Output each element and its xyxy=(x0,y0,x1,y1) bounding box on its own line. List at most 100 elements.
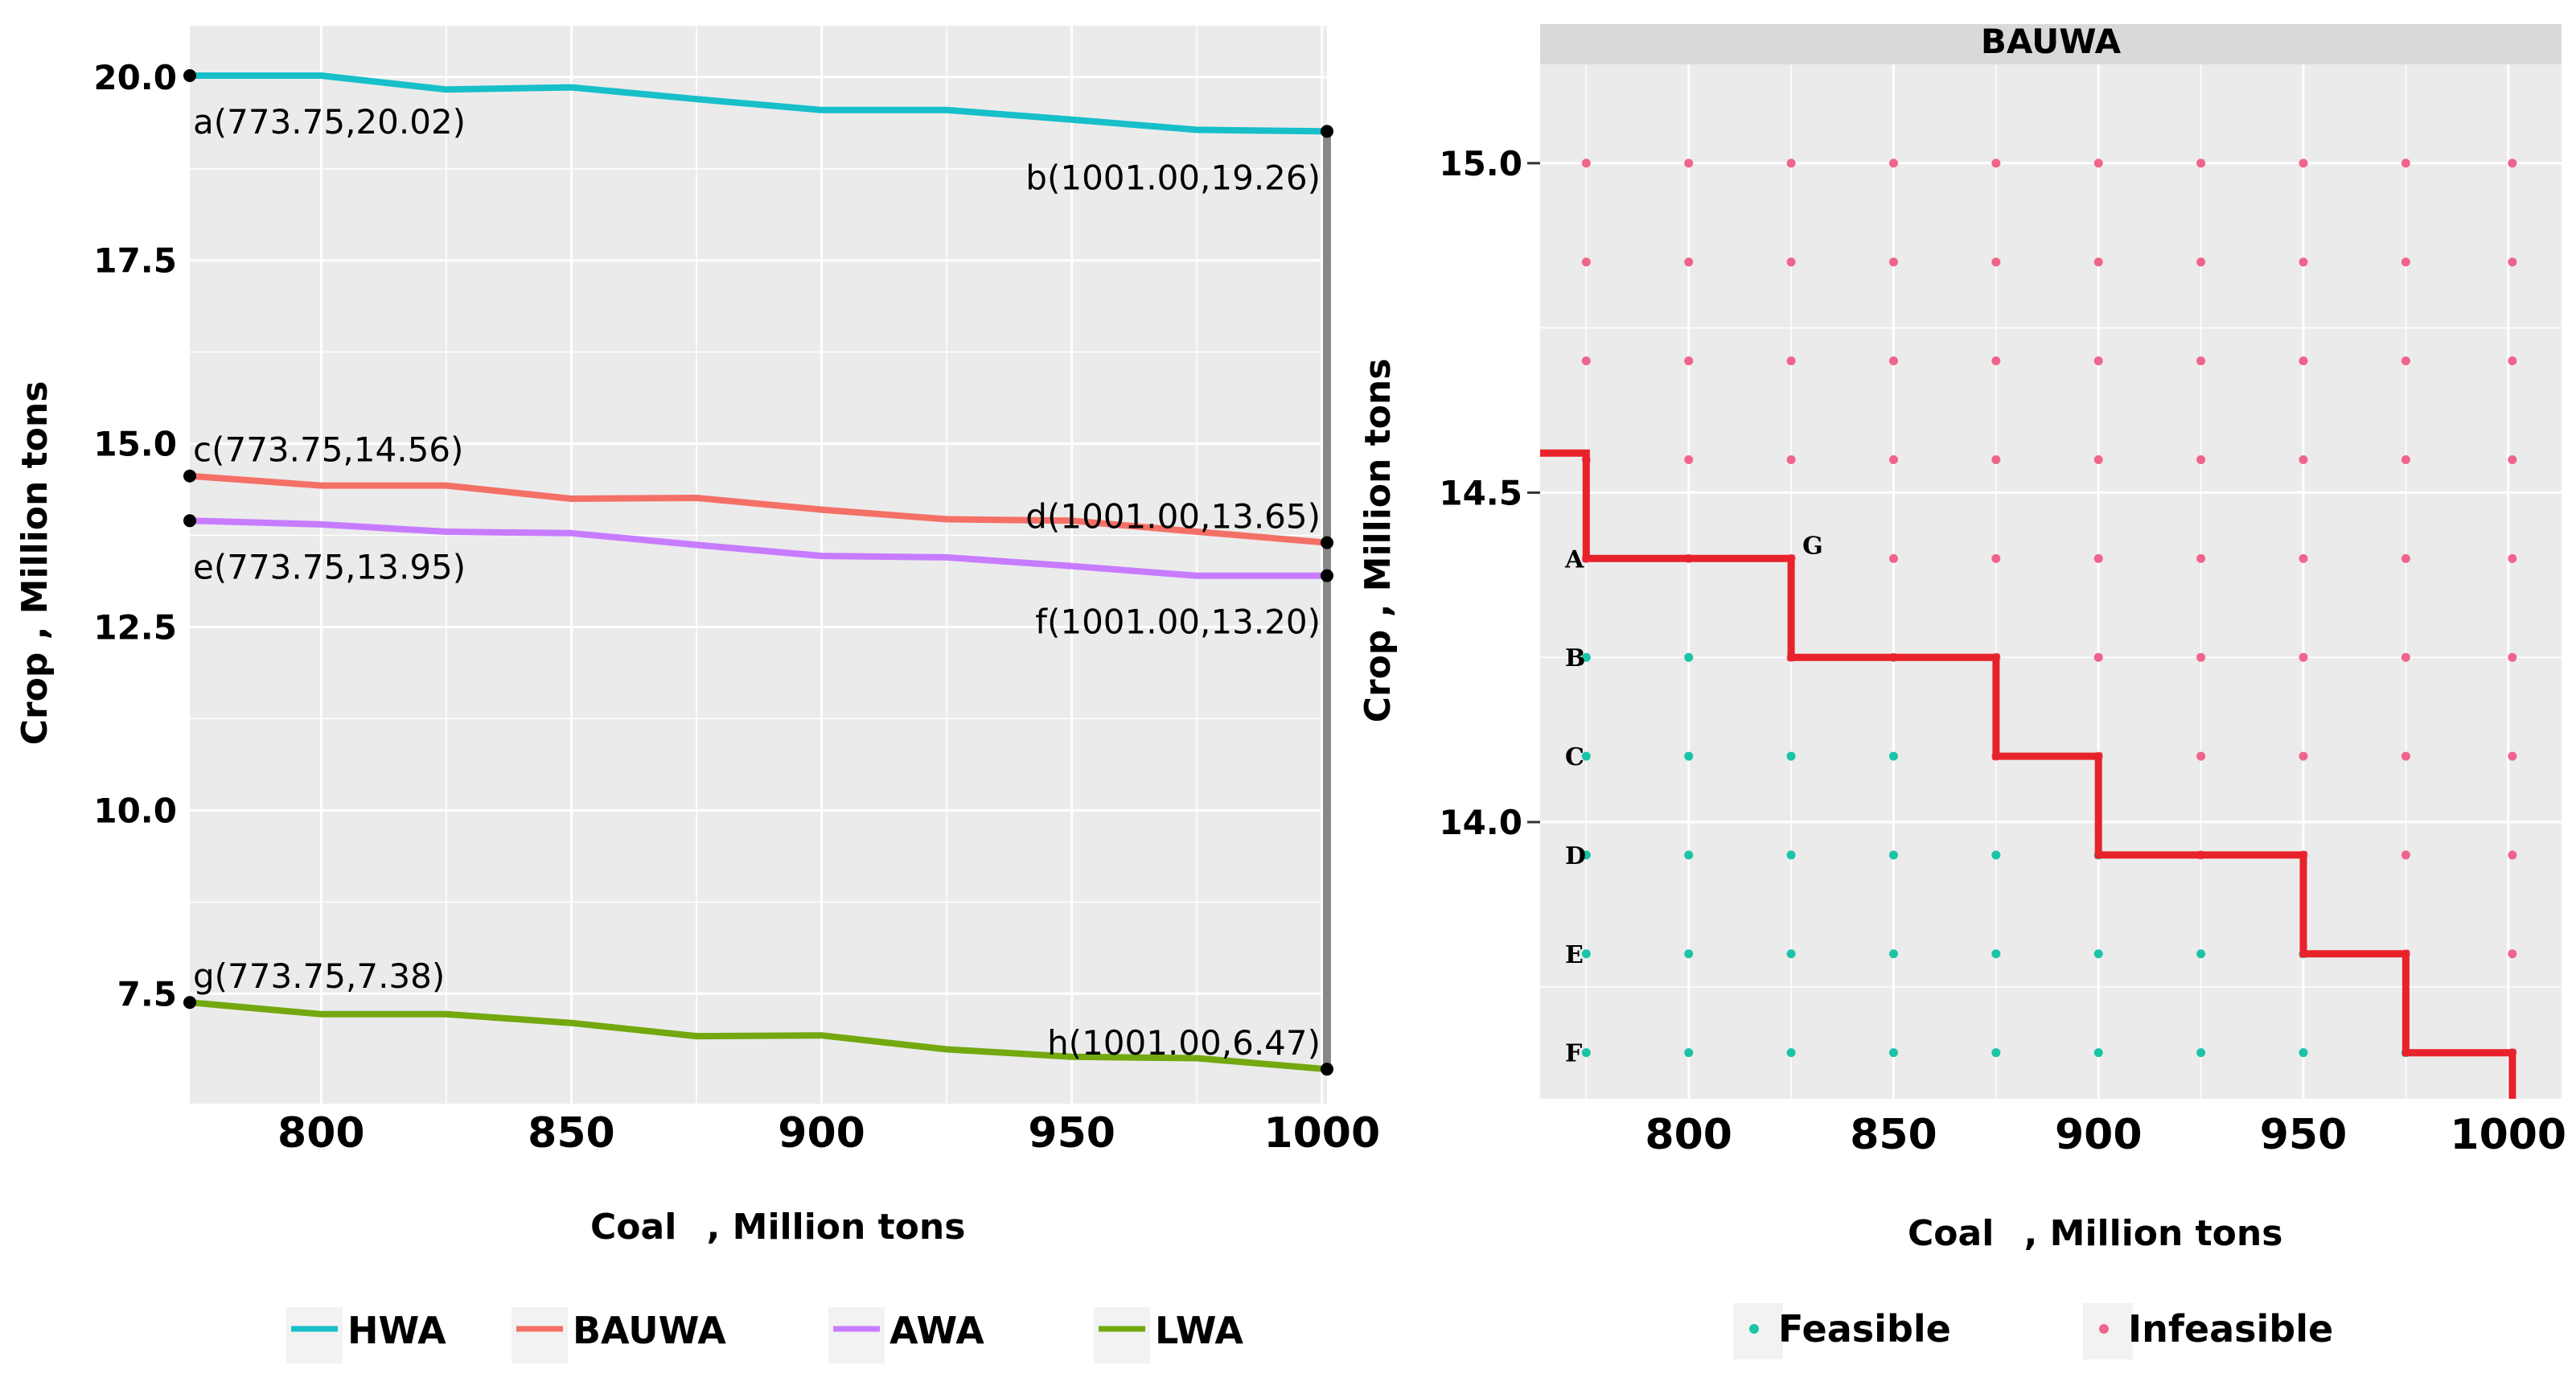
right-y-axis-title: Crop , Million tons xyxy=(1358,359,1399,723)
feasible-point xyxy=(1581,850,1591,860)
right-legend: Feasible Infeasible xyxy=(1733,1303,2333,1359)
feasible-point xyxy=(1888,751,1898,761)
annotation-d: d(1001.00,13.65) xyxy=(1025,497,1321,537)
left-y-tick-label: 20.0 xyxy=(93,58,177,97)
series-line-hwa xyxy=(190,72,1328,135)
right-x-tick-label: 900 xyxy=(2055,1111,2143,1159)
feasible-point xyxy=(1991,1048,2001,1058)
feasible-point xyxy=(2196,949,2206,959)
row-label-b: B xyxy=(1565,644,1585,672)
feasible-point xyxy=(1684,850,1694,860)
right-gridlines xyxy=(1540,64,2562,1099)
row-label-a: A xyxy=(1564,545,1584,574)
infeasible-point xyxy=(2093,652,2103,662)
infeasible-point xyxy=(1991,553,2001,563)
series-line-bauwa xyxy=(189,472,1328,546)
left-series-lines xyxy=(189,72,1328,1073)
left-plot-panel xyxy=(190,26,1327,1104)
infeasible-point xyxy=(1991,257,2001,267)
row-label-f: F xyxy=(1565,1040,1582,1068)
left-gridlines xyxy=(190,26,1327,1104)
infeasible-point xyxy=(2093,158,2103,168)
feasible-point xyxy=(1888,850,1898,860)
left-y-axis-title: Crop , Million tons xyxy=(14,381,55,746)
infeasible-point xyxy=(2508,652,2517,662)
right-x-tick-label: 850 xyxy=(1850,1111,1937,1159)
legend-key-bg xyxy=(828,1307,885,1363)
legend-item-awa: AWA xyxy=(828,1307,984,1363)
legend-label: Feasible xyxy=(1778,1307,1951,1351)
infeasible-point xyxy=(1786,257,1796,267)
infeasible-point xyxy=(2299,751,2308,761)
right-facet-strip xyxy=(1540,24,2562,64)
left-y-tick-label: 15.0 xyxy=(93,425,177,464)
left-y-ticks: 7.5 10.0 12.5 15.0 17.5 20.0 xyxy=(93,58,177,1014)
infeasible-point xyxy=(2508,553,2517,563)
infeasible-point xyxy=(2401,850,2410,860)
infeasible-point xyxy=(1786,356,1796,366)
left-x-axis-title-unit: , Million tons xyxy=(707,1207,966,1248)
legend-key-bg xyxy=(286,1307,343,1363)
infeasible-point xyxy=(1581,257,1591,267)
left-y-tick-label: 10.0 xyxy=(93,791,177,830)
infeasible-point xyxy=(2299,158,2308,168)
feasible-point xyxy=(1786,1048,1796,1058)
right-frontier xyxy=(1540,449,2516,1099)
right-x-tick-label: 950 xyxy=(2260,1111,2348,1159)
annotation-point-b xyxy=(1321,125,1333,138)
left-legend: HWA BAUWA AWA LWA xyxy=(286,1307,1243,1363)
infeasible-point xyxy=(1684,158,1694,168)
frontier-line xyxy=(1540,449,2516,1099)
left-x-axis-title-var: Coal xyxy=(590,1207,676,1248)
feasible-point xyxy=(2299,1048,2308,1058)
annotation-point-c xyxy=(183,469,196,483)
right-x-axis-title-unit: , Million tons xyxy=(2024,1213,2283,1254)
infeasible-point xyxy=(2093,257,2103,267)
row-label-c: C xyxy=(1565,743,1584,771)
legend-item-hwa: HWA xyxy=(286,1307,446,1363)
infeasible-point xyxy=(1888,553,1898,563)
infeasible-point xyxy=(1888,257,1898,267)
feasible-point xyxy=(2196,1048,2206,1058)
left-y-tick-label: 12.5 xyxy=(93,607,177,647)
infeasible-point xyxy=(2299,553,2308,563)
annotation-point-a xyxy=(183,68,196,82)
left-x-tick-label: 850 xyxy=(528,1109,615,1158)
right-x-axis-title-var: Coal xyxy=(1908,1213,1994,1254)
legend-label: HWA xyxy=(347,1309,446,1352)
infeasible-point xyxy=(2299,454,2308,464)
legend-label: AWA xyxy=(889,1309,984,1352)
feasible-point xyxy=(2093,1048,2103,1058)
annotation-c: c(773.75,14.56) xyxy=(193,430,463,470)
right-x-tick-label: 1000 xyxy=(2450,1111,2566,1159)
infeasible-point xyxy=(2401,257,2410,267)
infeasible-point xyxy=(2196,158,2206,168)
infeasible-point xyxy=(2196,652,2206,662)
left-annotations: a(773.75,20.02) b(1001.00,19.26) c(773.75,… xyxy=(193,102,1321,1063)
legend-label: BAUWA xyxy=(573,1309,726,1352)
infeasible-point xyxy=(1684,257,1694,267)
right-y-ticks: 14.0 14.5 15.0 xyxy=(1439,144,1540,842)
infeasible-point xyxy=(1991,454,2001,464)
infeasible-point xyxy=(2401,454,2410,464)
annotation-a: a(773.75,20.02) xyxy=(193,102,466,142)
infeasible-point xyxy=(1991,158,2001,168)
right-x-ticks: 800 850 900 950 1000 xyxy=(1645,1111,2566,1159)
infeasible-point xyxy=(2299,652,2308,662)
infeasible-point xyxy=(1684,356,1694,366)
series-line-awa xyxy=(189,517,1327,579)
infeasible-point xyxy=(2196,751,2206,761)
left-x-tick-label: 950 xyxy=(1028,1109,1115,1158)
left-annotation-points xyxy=(183,68,1333,1076)
annotation-point-e xyxy=(183,514,196,528)
legend-label: LWA xyxy=(1155,1309,1243,1352)
infeasible-point xyxy=(2508,949,2517,959)
annotation-point-f xyxy=(1321,569,1333,582)
infeasible-point xyxy=(1991,356,2001,366)
infeasible-point xyxy=(1786,158,1796,168)
right-facet-title: BAUWA xyxy=(1981,22,2122,61)
feasible-point xyxy=(1684,1048,1694,1058)
annotation-point-g xyxy=(183,996,196,1010)
feasible-point xyxy=(1684,652,1694,662)
feasible-point xyxy=(1991,850,2001,860)
